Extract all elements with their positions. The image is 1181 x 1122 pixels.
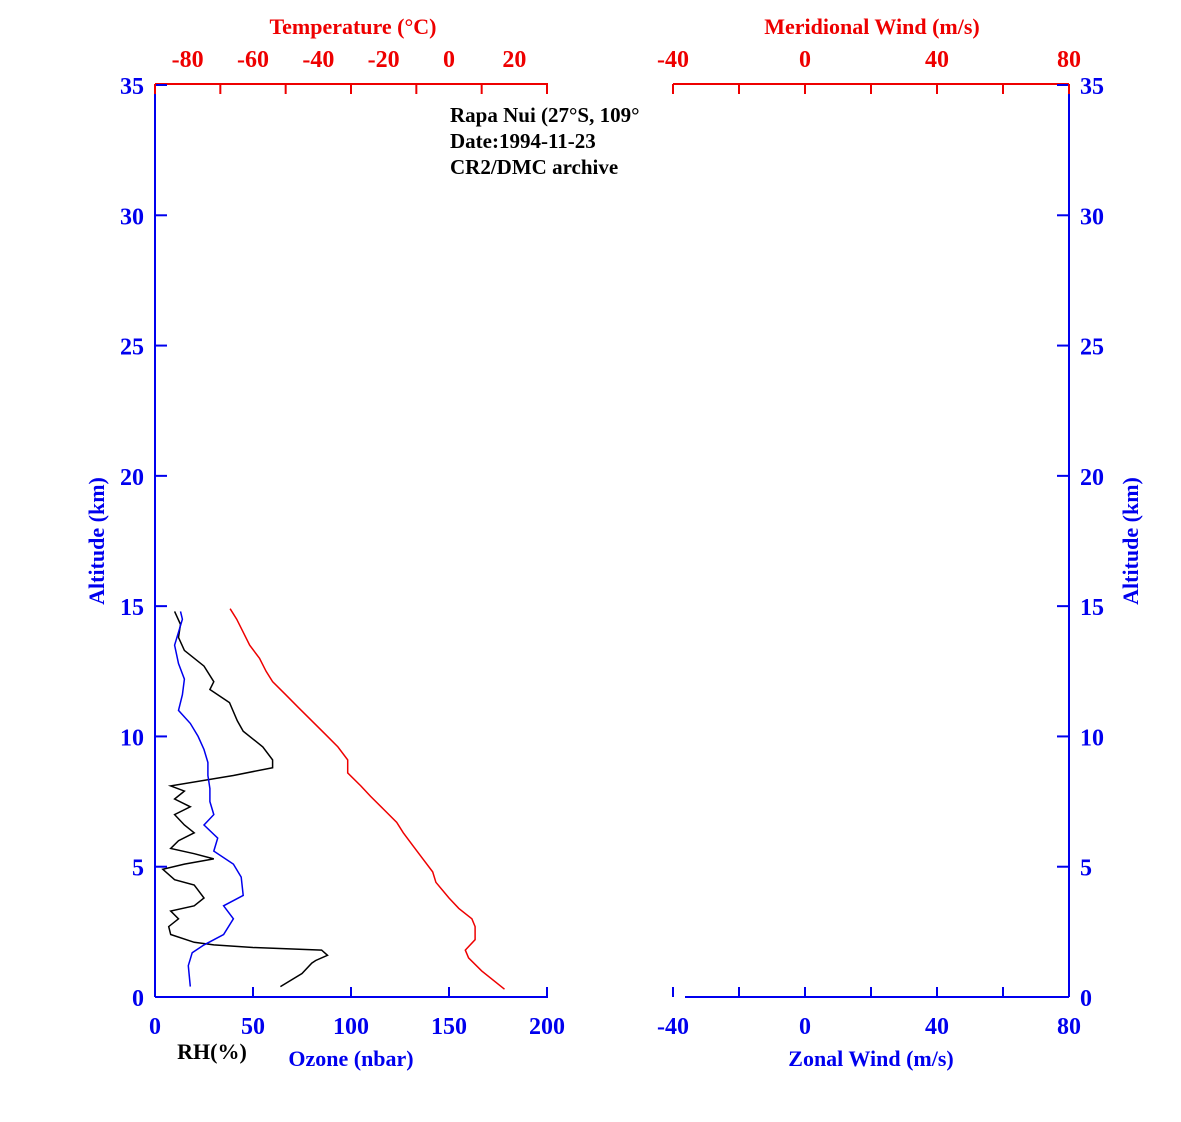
right-y-tick-label: 30	[1080, 204, 1104, 230]
right-y-tick-label: 20	[1080, 465, 1104, 491]
temperature-x-tick-label: 20	[502, 47, 526, 73]
top-axis-title-temperature: Temperature (°C)	[269, 14, 436, 39]
left-y-tick-label: 35	[120, 74, 144, 100]
right-y-tick-label: 15	[1080, 595, 1104, 621]
zonal-wind-x-tick-label: 40	[925, 1014, 949, 1040]
right-y-ticks: 0 5 10 15 20 25 30 35	[1057, 74, 1104, 1012]
temperature-x-tick-label: 0	[443, 47, 455, 73]
left-y-tick-label: 10	[120, 725, 144, 751]
zonal-wind-x-tick-label: -40	[657, 1014, 689, 1040]
series-line-temperature-c	[229, 608, 505, 990]
temperature-x-tick-label: -80	[172, 47, 204, 73]
annotation-station: Rapa Nui (27°S, 109°	[450, 103, 640, 127]
annotation-archive: CR2/DMC archive	[450, 155, 618, 179]
right-y-axis-title: Altitude (km)	[1118, 477, 1143, 605]
meridional-wind-x-tick-label: -40	[657, 47, 689, 73]
zonal-wind-x-tick-label: 80	[1057, 1014, 1081, 1040]
ozone-x-tick-label: 200	[529, 1014, 565, 1040]
left-y-tick-label: 5	[132, 856, 144, 882]
right-bottom-ticks: -40 0 40 80	[657, 987, 1081, 1040]
meridional-wind-x-tick-label: 40	[925, 47, 949, 73]
left-y-tick-label: 30	[120, 204, 144, 230]
right-y-tick-label: 0	[1080, 986, 1092, 1012]
bottom-axis-title-ozone: Ozone (nbar)	[288, 1046, 413, 1071]
temperature-x-tick-label: -40	[302, 47, 334, 73]
temperature-x-tick-label: -20	[368, 47, 400, 73]
left-top-ticks: -80 -60 -40 -20 0 20	[154, 47, 548, 94]
right-y-tick-label: 10	[1080, 725, 1104, 751]
left-y-tick-label: 15	[120, 595, 144, 621]
right-y-tick-label: 35	[1080, 74, 1104, 100]
right-top-ticks: -40 0 40 80	[657, 47, 1081, 94]
bottom-axis-title-zonal-wind: Zonal Wind (m/s)	[788, 1046, 953, 1071]
ozone-x-tick-label: 0	[149, 1014, 161, 1040]
series-line-ozone-nbar	[173, 611, 245, 987]
annotation-date: Date:1994-11-23	[450, 129, 596, 153]
meridional-wind-x-tick-label: 0	[799, 47, 811, 73]
right-panel: 0 5 10 15 20 25 30 35 -40 0 40 80 -40 0 40 80 Altitud…	[657, 14, 1143, 1071]
zonal-wind-x-tick-label: 0	[799, 1014, 811, 1040]
ozone-x-tick-label: 100	[333, 1014, 369, 1040]
left-bottom-ticks: 0 50 100 150 200	[149, 987, 565, 1040]
meridional-wind-x-tick-label: 80	[1057, 47, 1081, 73]
left-y-axis-title: Altitude (km)	[84, 477, 109, 605]
left-series-group	[161, 608, 505, 990]
ozone-x-tick-label: 150	[431, 1014, 467, 1040]
right-y-tick-label: 25	[1080, 335, 1104, 361]
left-y-tick-label: 0	[132, 986, 144, 1012]
temperature-x-tick-label: -60	[237, 47, 269, 73]
left-y-ticks: 0 5 10 15 20 25 30 35	[120, 74, 167, 1012]
left-y-tick-label: 25	[120, 335, 144, 361]
top-axis-title-meridional-wind: Meridional Wind (m/s)	[764, 14, 980, 39]
ozone-x-tick-label: 50	[241, 1014, 265, 1040]
left-y-tick-label: 20	[120, 465, 144, 491]
series-line-rh	[161, 611, 329, 988]
right-y-tick-label: 5	[1080, 856, 1092, 882]
bottom-axis-title-rh: RH(%)	[177, 1039, 247, 1064]
